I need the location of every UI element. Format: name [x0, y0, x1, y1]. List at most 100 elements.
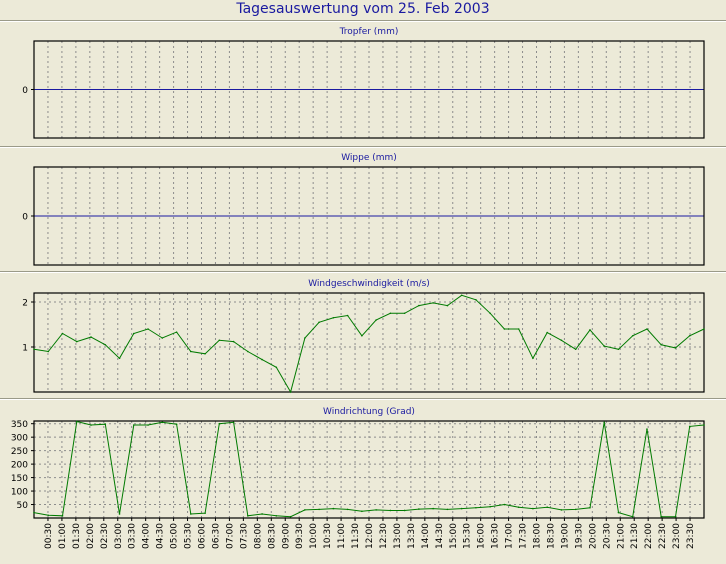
data-point [132, 424, 135, 426]
data-point [574, 508, 577, 511]
x-tick-label: 01:30 [72, 523, 82, 549]
plot-frame [33, 292, 705, 393]
data-point [190, 350, 192, 353]
y-tick-label: 300 [11, 434, 28, 444]
data-point [175, 423, 178, 426]
data-point [589, 506, 591, 509]
data-point [318, 508, 320, 511]
data-point [475, 506, 477, 509]
data-point [560, 509, 563, 511]
x-tick-label: 10:00 [309, 523, 319, 549]
data-point [646, 428, 648, 430]
data-point [418, 304, 420, 307]
x-tick-label: 21:30 [630, 523, 640, 549]
x-tick-label: 16:00 [477, 523, 487, 549]
data-point [532, 507, 534, 510]
x-tick-label: 16:30 [491, 523, 501, 549]
data-point [90, 336, 92, 338]
data-point [403, 509, 406, 512]
x-tick-label: 06:30 [211, 523, 221, 549]
data-point [247, 350, 249, 353]
data-point [389, 509, 392, 512]
x-tick-label: 10:30 [323, 523, 333, 549]
x-tick-label: 09:30 [295, 523, 305, 549]
data-point [147, 424, 149, 426]
x-tick-label: 20:30 [602, 523, 612, 549]
y-tick-label: 150 [11, 474, 28, 484]
chart-panel-1: Tropfer (mm) 0 [22, 27, 705, 139]
x-tick-label: 11:00 [337, 523, 347, 549]
x-tick-label: 13:00 [393, 523, 403, 549]
data-point [289, 515, 292, 518]
data-point [175, 331, 178, 333]
x-tick-label: 14:30 [435, 523, 445, 549]
data-point [460, 507, 463, 510]
data-point [688, 425, 691, 428]
data-point [503, 503, 506, 506]
chart-panel-2: Wippe (mm) 0 [22, 153, 705, 266]
x-tick-label: 01:00 [58, 523, 68, 549]
x-tick-label: 22:00 [644, 523, 654, 549]
chart-title: Wippe (mm) [341, 153, 397, 163]
y-tick-label: 0 [22, 213, 28, 223]
data-point [403, 312, 406, 315]
data-point [418, 508, 420, 510]
data-point [703, 424, 705, 426]
data-point [47, 514, 50, 517]
data-point [47, 350, 50, 353]
x-tick-label: 03:30 [128, 523, 138, 549]
y-tick-label: 1 [22, 344, 28, 354]
data-point [147, 328, 149, 330]
data-point [517, 328, 520, 330]
chart-panel-4: Windrichtung (Grad) 50 100 150 200 250 300 350 [11, 407, 705, 519]
series-line [33, 420, 705, 518]
data-point [33, 511, 35, 514]
divider [0, 271, 726, 273]
data-point [603, 345, 606, 347]
x-tick-label: 11:30 [351, 523, 361, 549]
x-tick-label: 02:00 [86, 523, 96, 549]
divider [0, 20, 726, 22]
data-point [603, 421, 606, 424]
data-point [389, 312, 392, 315]
x-tick-label: 05:30 [184, 523, 194, 549]
data-point [346, 314, 349, 317]
data-point [660, 343, 663, 346]
x-tick-label: 15:30 [463, 523, 473, 549]
data-point [646, 328, 648, 330]
page-title: Tagesauswertung vom 25. Feb 2003 [236, 1, 490, 17]
chart-title: Tropfer (mm) [339, 27, 399, 37]
data-point [261, 513, 263, 515]
data-point [703, 328, 705, 330]
x-tick-label: 04:30 [156, 523, 166, 549]
data-point [75, 340, 78, 343]
data-point [33, 348, 35, 351]
divider [0, 146, 726, 148]
x-tick-label: 05:00 [170, 523, 180, 549]
data-point [631, 334, 634, 337]
data-point [432, 507, 434, 510]
x-tick-label: 23:30 [686, 523, 696, 549]
data-point [489, 312, 491, 315]
x-tick-label: 12:00 [365, 523, 375, 549]
data-point [232, 421, 235, 424]
data-point [161, 337, 164, 339]
data-point [118, 513, 121, 515]
x-tick-label: 13:30 [407, 523, 417, 549]
x-tick-label: 02:30 [100, 523, 110, 549]
data-point [204, 352, 206, 355]
data-point [674, 347, 677, 349]
x-tick-label: 07:00 [225, 523, 235, 549]
data-point [332, 507, 335, 510]
plot-frame [33, 420, 705, 519]
data-point [560, 339, 563, 342]
plot-frame [33, 166, 705, 266]
data-point [361, 510, 363, 513]
data-point [574, 348, 577, 351]
x-tick-label: 14:00 [421, 523, 431, 549]
data-point [617, 348, 620, 351]
chart-title: Windgeschwindigkeit (m/s) [308, 279, 430, 289]
x-tick-label: 19:00 [560, 523, 570, 549]
data-point [361, 334, 363, 337]
series-line [33, 294, 705, 394]
